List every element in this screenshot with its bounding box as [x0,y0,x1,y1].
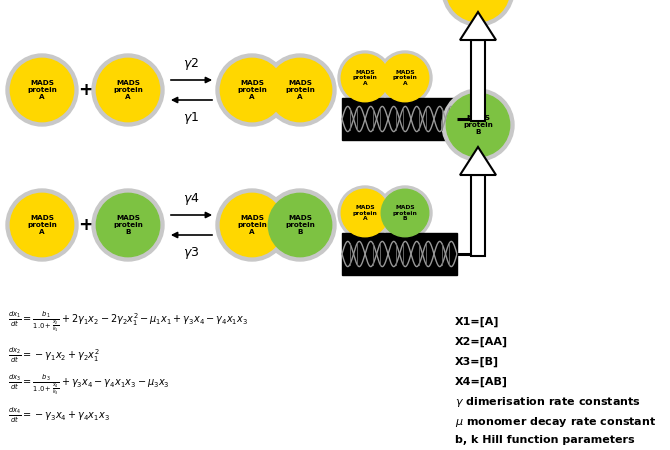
Text: $\gamma$4: $\gamma$4 [183,191,200,207]
Circle shape [381,54,429,102]
Text: $\frac{dx_3}{dt} = \frac{b_3}{1.0+\frac{x_4}{k_3}}+\gamma_3 x_4-\gamma_4 x_1 x_3: $\frac{dx_3}{dt} = \frac{b_3}{1.0+\frac{… [8,373,170,397]
Circle shape [338,51,392,105]
Text: b, k Hill function parameters: b, k Hill function parameters [455,435,634,445]
Text: MADS
protein
A: MADS protein A [352,70,377,86]
Circle shape [92,189,164,261]
Circle shape [341,54,389,102]
Bar [471,175,485,256]
Text: X4=[AB]: X4=[AB] [455,377,508,387]
Circle shape [446,0,510,22]
Circle shape [92,54,164,126]
Circle shape [10,58,74,122]
Circle shape [381,189,429,237]
Text: MADS
protein
B: MADS protein B [393,205,417,221]
Bar [471,40,485,121]
Text: +: + [78,81,94,99]
Text: MADS
protein
A: MADS protein A [113,80,143,100]
Circle shape [96,58,159,122]
Text: $\gamma$3: $\gamma$3 [184,245,200,261]
Circle shape [6,189,78,261]
Circle shape [442,0,514,26]
Bar [342,233,457,275]
Circle shape [96,194,159,256]
Text: $\mu$ monomer decay rate constant: $\mu$ monomer decay rate constant [455,415,657,429]
Text: MADS
protein
A: MADS protein A [285,80,315,100]
Circle shape [216,54,288,126]
Text: MADS
protein
A: MADS protein A [352,205,377,221]
Text: MADS
protein
A: MADS protein A [237,215,267,235]
Text: $\frac{dx_2}{dt} = -\gamma_1 x_2+\gamma_2 x_1^2$: $\frac{dx_2}{dt} = -\gamma_1 x_2+\gamma_… [8,345,100,365]
Circle shape [220,58,283,122]
Text: $\gamma$2: $\gamma$2 [184,56,200,72]
Circle shape [341,189,389,237]
Text: MADS
protein
A: MADS protein A [393,70,417,86]
Bar [342,98,457,140]
Text: $\gamma$ dimerisation rate constants: $\gamma$ dimerisation rate constants [455,395,641,409]
Text: MADS
protein
A: MADS protein A [27,80,57,100]
Text: X1=[A]: X1=[A] [455,317,500,327]
Text: MADS
protein
A: MADS protein A [27,215,57,235]
Circle shape [338,186,392,240]
Text: X2=[AA]: X2=[AA] [455,337,508,347]
Circle shape [220,194,283,256]
Text: $\frac{dx_1}{dt} = \frac{b_1}{1.0+\frac{x_2}{k_1}}+2\gamma_1 x_2-2\gamma_2 x_1^2: $\frac{dx_1}{dt} = \frac{b_1}{1.0+\frac{… [8,310,248,334]
Circle shape [442,89,514,161]
Text: $\frac{dx_4}{dt} = -\gamma_3 x_4+\gamma_4 x_1 x_3$: $\frac{dx_4}{dt} = -\gamma_3 x_4+\gamma_… [8,405,110,425]
Circle shape [378,186,432,240]
Circle shape [378,51,432,105]
Text: $\gamma$1: $\gamma$1 [184,110,200,126]
Circle shape [264,189,336,261]
Circle shape [264,54,336,126]
Circle shape [10,194,74,256]
Text: +: + [78,216,94,234]
Polygon shape [460,147,496,175]
Circle shape [268,194,332,256]
Circle shape [268,58,332,122]
Polygon shape [460,12,496,40]
Text: MADS
protein
B: MADS protein B [113,215,143,235]
Text: MADS
protein
A: MADS protein A [237,80,267,100]
Text: MADS
protein
B: MADS protein B [463,115,493,135]
Text: MADS
protein
B: MADS protein B [285,215,315,235]
Circle shape [216,189,288,261]
Circle shape [446,93,510,157]
Circle shape [6,54,78,126]
Text: X3=[B]: X3=[B] [455,357,499,367]
